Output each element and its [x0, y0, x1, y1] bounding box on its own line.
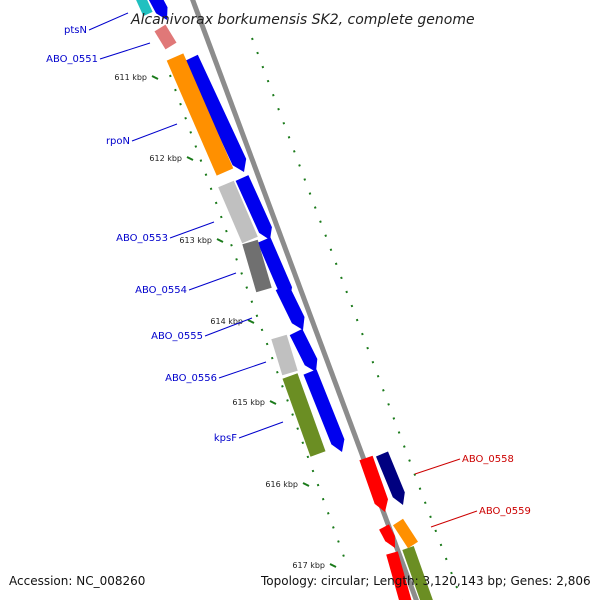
- ruler-ticks: 611 kbp 612 kbp 613 kbp 614 kbp 615 kbp 616 k…: [114, 73, 337, 570]
- cds-block: [402, 546, 433, 600]
- gene-label-ABO_0559: ABO_0559: [479, 506, 531, 517]
- gene-arrow-ABO_0558: [359, 455, 388, 512]
- gene-label-ABO_0555: ABO_0555: [151, 331, 203, 342]
- gene-label-leader: [430, 510, 478, 528]
- gene-label-ABO_0554: ABO_0554: [135, 285, 187, 296]
- gene-block-ABO_0553: [218, 180, 258, 244]
- kbp-tick-label: 612 kbp: [149, 154, 182, 163]
- kbp-tick-label: 615 kbp: [232, 398, 265, 407]
- gene-labels: ptsN ABO_0551 rpoN ABO_0553 ABO_0554 ABO_0555…: [46, 12, 531, 528]
- gene-label-ptsN: ptsN: [64, 25, 87, 36]
- tick-mark: [302, 482, 310, 487]
- cds-arrow: [376, 451, 405, 505]
- gene-label-ABO_0556: ABO_0556: [165, 373, 217, 384]
- cds-arrow: [275, 283, 305, 330]
- kbp-tick-label: 613 kbp: [179, 236, 212, 245]
- tick-mark: [329, 563, 337, 568]
- gene-label-kpsF: kpsF: [214, 433, 237, 444]
- gene-block-ABO_0554: [242, 239, 272, 293]
- gene-label-ABO_0551: ABO_0551: [46, 54, 98, 65]
- kbp-tick-label: 617 kbp: [292, 561, 325, 570]
- gene-arrow-ABO_0559: [379, 524, 395, 548]
- tick-mark: [151, 75, 159, 80]
- cds-arrow: [303, 369, 345, 452]
- dotted-guide-lines: [169, 37, 463, 600]
- tick-mark: [247, 319, 255, 324]
- cds-block: [393, 518, 418, 549]
- gene-block-ABO_0551: [154, 24, 177, 50]
- cds-arrow: [148, 0, 168, 20]
- cds-arrow: [235, 175, 272, 240]
- kbp-tick-label: 614 kbp: [210, 317, 243, 326]
- kbp-tick-label: 616 kbp: [265, 480, 298, 489]
- cds-arrow: [289, 328, 318, 372]
- gene-label-leader: [204, 317, 253, 337]
- gene-label-leader: [169, 221, 215, 239]
- gene-label-leader: [414, 458, 461, 475]
- gene-label-leader: [131, 123, 178, 142]
- cds-block: [386, 551, 412, 600]
- tick-mark: [216, 238, 224, 243]
- gene-label-ABO_0558: ABO_0558: [462, 454, 514, 465]
- tick-mark: [186, 156, 194, 161]
- gene-label-rpoN: rpoN: [106, 136, 130, 147]
- kbp-tick-label: 611 kbp: [114, 73, 147, 82]
- gene-label-leader: [99, 42, 151, 60]
- outer-dotted-line: [251, 37, 463, 600]
- map-title: Alcanivorax borkumensis SK2, complete ge…: [130, 12, 475, 28]
- gene-label-leader: [218, 361, 267, 379]
- cds-arrow: [184, 54, 247, 172]
- gene-block-ptsN: [136, 0, 153, 17]
- tick-mark: [269, 400, 277, 405]
- gene-label-leader: [188, 272, 237, 291]
- topology-text: Topology: circular; Length: 3,120,143 bp…: [261, 574, 591, 588]
- gene-label-ABO_0553: ABO_0553: [116, 233, 168, 244]
- inner-dotted-line: [169, 74, 349, 569]
- gene-block-rpoN: [166, 53, 234, 176]
- gene-features: [136, 0, 433, 600]
- accession-text: Accession: NC_008260: [9, 574, 146, 588]
- gene-label-leader: [238, 421, 284, 439]
- gene-label-leader: [88, 12, 129, 31]
- gene-block-kpsF: [282, 373, 326, 457]
- gene-block-ABO_0556: [271, 334, 298, 376]
- cds-arrow: [257, 237, 292, 300]
